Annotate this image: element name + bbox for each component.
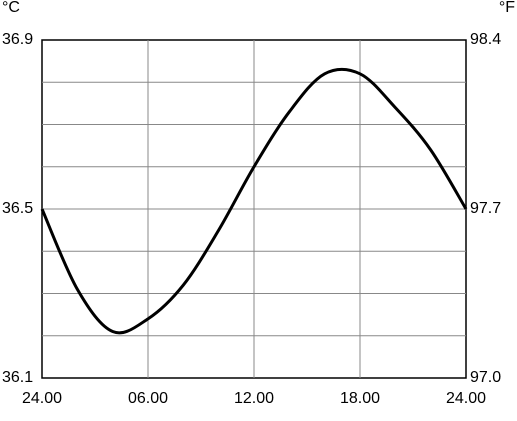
y-tick-label: 36.1 [2,369,33,386]
y2-tick-label: 98.4 [470,31,501,48]
x-tick-label: 24.00 [22,390,62,407]
y2-tick-label: 97.7 [470,200,501,217]
y2-tick-label: 97.0 [470,369,501,386]
y-tick-label: 36.5 [2,200,33,217]
x-tick-label: 24.00 [446,390,486,407]
x-tick-label: 06.00 [128,390,168,407]
y2-axis-label: °F [499,0,515,16]
y-tick-label: 36.9 [2,31,33,48]
y-axis-label: °C [2,0,20,16]
temperature-line [40,67,468,335]
x-tick-label: 18.00 [340,390,380,407]
x-tick-label: 12.00 [234,390,274,407]
